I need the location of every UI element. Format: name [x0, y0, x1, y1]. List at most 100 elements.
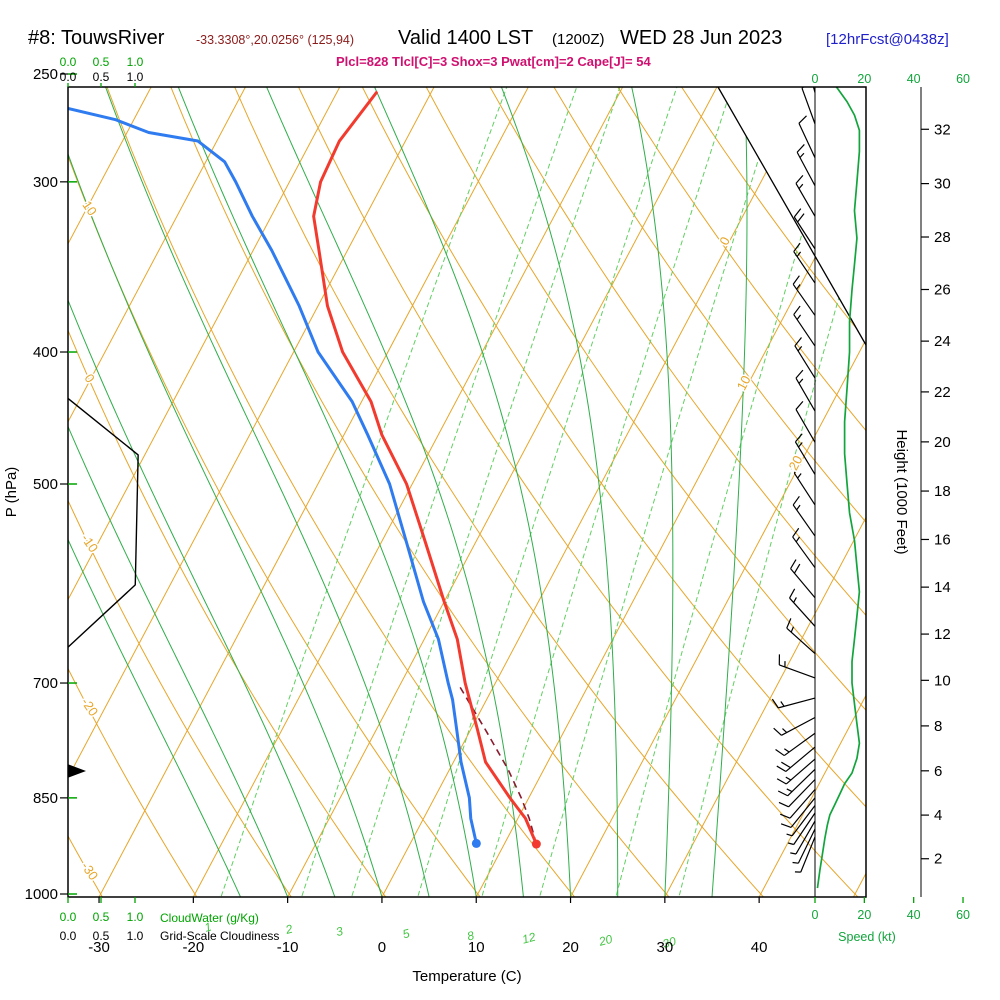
isotherm-line — [68, 87, 152, 245]
wind-barb-tick — [798, 378, 804, 384]
wind-barb-staff — [792, 283, 816, 316]
speed-tick-label-bottom: 20 — [857, 908, 871, 922]
wind-barb-staff — [794, 441, 816, 475]
sounding-profiles — [68, 91, 541, 849]
stability-indices: Plcl=828 Tlcl[C]=3 Shox=3 Pwat[cm]=2 Cap… — [336, 54, 651, 69]
height-tick-label: 30 — [934, 176, 951, 193]
wind-barb-tick — [798, 183, 804, 189]
isotherm-label: 0 — [716, 234, 733, 247]
wind-barb-tick — [796, 144, 805, 153]
speed-tick-label-bottom: 0 — [812, 908, 819, 922]
wind-barb-staff — [798, 123, 816, 158]
wind-barb-staff — [790, 568, 816, 599]
cloudwater-scale-top: 0.0 — [60, 55, 77, 69]
wind-barb-tick — [780, 813, 791, 819]
wind-barb-tick — [776, 778, 787, 785]
wind-barb-tick — [805, 53, 810, 56]
plot-border — [67, 86, 867, 898]
cloudiness-scale-bottom: 0.5 — [93, 929, 110, 943]
moist-adiabat-line — [711, 87, 748, 897]
wind-barb-tick — [786, 788, 793, 793]
dry-adiabat-line — [361, 87, 866, 808]
wind-barb-tick — [793, 242, 801, 252]
moist-adiabat-line — [68, 152, 383, 897]
wind-barb-staff — [794, 345, 816, 379]
wind-barb-tick — [796, 504, 801, 511]
dry-adiabat-line — [68, 329, 387, 897]
wind-barb-tick — [793, 305, 801, 315]
mixing-ratio-line — [220, 87, 508, 897]
pressure-tick-label: 850 — [33, 790, 58, 807]
cloudiness-scale-top: 1.0 — [127, 70, 144, 84]
mixing-ratio-label: 20 — [596, 932, 614, 949]
speed-tick-label-top: 0 — [812, 72, 819, 86]
plot-frame — [67, 86, 867, 898]
wind-barb-staff — [785, 758, 816, 785]
wind-barb-tick — [792, 527, 800, 538]
speed-axis-title: Speed (kt) — [838, 930, 896, 944]
height-tick-label: 14 — [934, 579, 951, 596]
isotherm-line — [98, 87, 529, 897]
speed-tick-label-bottom: 60 — [956, 908, 970, 922]
pressure-tick-label: 700 — [33, 675, 58, 692]
pressure-tick-label: 250 — [33, 66, 58, 83]
temperature-tick-label: 0 — [378, 939, 386, 956]
wind-barb-tick — [794, 337, 802, 347]
wind-barb-tick — [796, 251, 802, 257]
wind-barb-tick — [780, 701, 785, 707]
wind-barb-tick — [777, 790, 788, 797]
dry-adiabat-label: -30 — [78, 859, 101, 883]
height-tick-label: 6 — [934, 763, 942, 780]
wind-barb-tick — [787, 842, 794, 846]
dry-adiabat-line — [68, 667, 198, 897]
wind-barb-staff — [789, 597, 816, 627]
wind-barb-tick — [792, 861, 799, 864]
mixing-ratio-label: 8 — [466, 928, 476, 943]
temperature-tick-label: 30 — [656, 939, 673, 956]
cloudwater-scale-bottom: 1.0 — [127, 910, 144, 924]
wind-barb-staff — [793, 216, 816, 250]
cloudiness-scale-bottom: 1.0 — [127, 929, 144, 943]
wind-barb-staff — [786, 627, 816, 655]
wind-barb-staff — [793, 472, 816, 506]
height-tick-label: 18 — [934, 483, 951, 500]
wind-barb-tick — [792, 275, 800, 285]
height-tick-label: 26 — [934, 282, 951, 299]
dry-adiabat-line — [297, 87, 859, 897]
moist-adiabat-line — [266, 87, 524, 897]
wind-barb-staff — [792, 536, 816, 569]
height-tick-label: 20 — [934, 434, 951, 451]
isotherm-line — [758, 694, 866, 897]
wind-barb-staff — [792, 504, 816, 537]
wedge-boundary-line — [717, 86, 867, 346]
moist-adiabat-line — [68, 298, 336, 897]
temperature-tick-label: 10 — [468, 939, 485, 956]
valid-time: Valid 1400 LST — [398, 27, 533, 49]
wind-panel — [771, 53, 861, 897]
aux-black-line — [68, 397, 139, 649]
cloudwater-axis-title: CloudWater (g/Kg) — [160, 911, 259, 925]
mixing-ratio-line — [615, 87, 847, 897]
wind-barb-tick — [785, 776, 792, 781]
wind-barb-tick — [792, 495, 800, 506]
wind-barb-tick — [771, 698, 779, 709]
wind-barb-tick — [793, 208, 802, 218]
dry-adiabat-line — [617, 87, 866, 432]
wind-barb-tick — [797, 345, 803, 352]
wind-barb-staff — [791, 805, 816, 837]
height-axis-title: Height (1000 Feet) — [893, 429, 910, 554]
dry-adiabat-line — [489, 87, 866, 617]
wind-barb-staff — [795, 183, 816, 217]
height-tick-label: 28 — [934, 229, 951, 246]
wind-barb-tick — [797, 213, 805, 223]
wind-barb-tick — [790, 626, 795, 633]
wind-barb-staff — [787, 768, 816, 797]
pressure-tick-label: 1000 — [25, 886, 58, 903]
pressure-tick-label: 500 — [33, 476, 58, 493]
speed-tick-label-top: 40 — [907, 72, 921, 86]
mixing-ratio-line — [539, 87, 782, 897]
wind-barb-staff — [790, 797, 816, 828]
cloudiness-axis-title: Grid-Scale Cloudiness — [160, 929, 279, 943]
mixing-ratio-label: 30 — [661, 934, 678, 951]
wind-barb-tick — [799, 152, 805, 158]
